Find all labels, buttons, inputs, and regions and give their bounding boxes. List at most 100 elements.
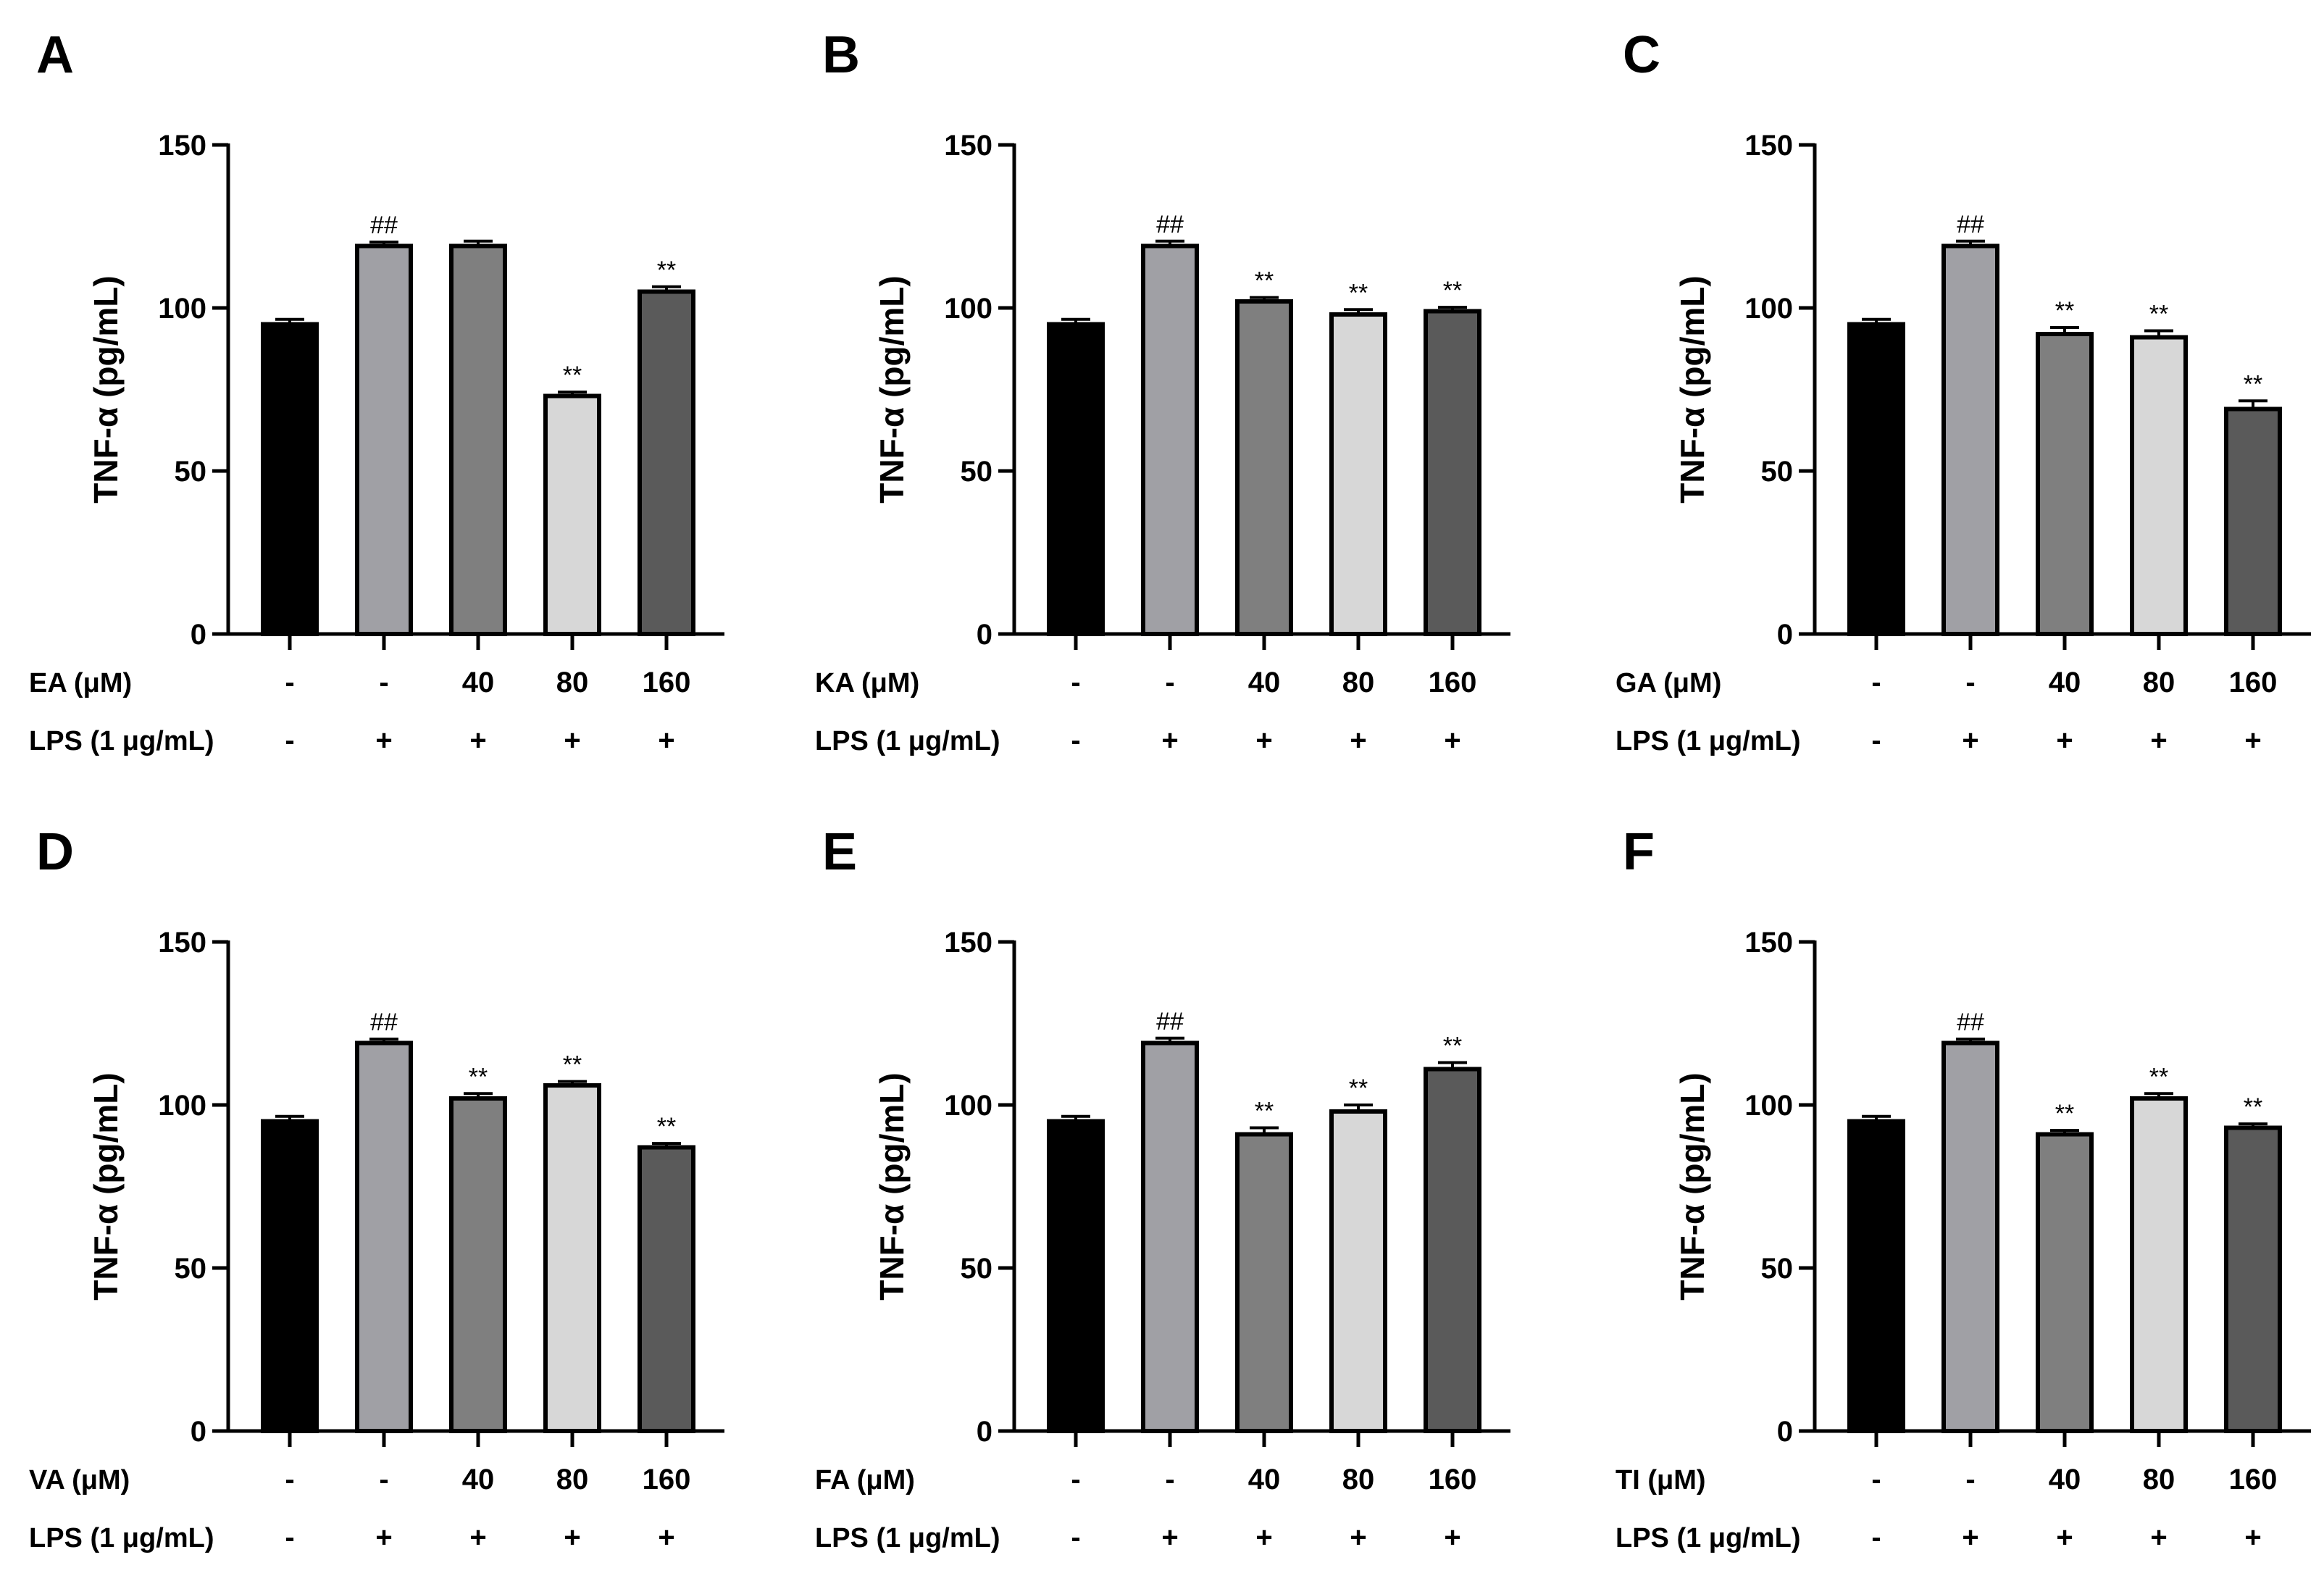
compound-dose-value: 80 <box>1342 1464 1375 1496</box>
significance-label: ** <box>1349 1075 1368 1102</box>
bar <box>1847 1119 1905 1433</box>
panel-letter: F <box>1623 823 1655 881</box>
lps-status-value: + <box>2150 1522 2167 1553</box>
compound-dose-value: 40 <box>1248 667 1281 698</box>
lps-status-value: + <box>1444 1522 1460 1553</box>
y-axis-label: TNF-α (pg/mL) <box>873 275 911 503</box>
y-tick-label: 150 <box>1744 927 1793 959</box>
bar <box>449 243 507 636</box>
significance-label: ** <box>1443 1033 1462 1060</box>
compound-dose-value: - <box>1165 667 1174 698</box>
bar <box>1941 243 1999 636</box>
significance-label: ** <box>563 362 582 389</box>
lps-status-value: + <box>2150 725 2167 756</box>
lps-status-value: + <box>564 725 580 756</box>
y-tick-label: 100 <box>944 293 992 325</box>
bar <box>1329 312 1387 636</box>
y-tick-label: 50 <box>961 1253 993 1285</box>
compound-dose-value: 160 <box>643 667 691 698</box>
lps-status-value: + <box>469 725 486 756</box>
bar <box>1424 1067 1481 1433</box>
lps-row-label: LPS (1 μg/mL) <box>1615 1523 1800 1553</box>
lps-status-value: - <box>1071 1522 1080 1553</box>
significance-label: ## <box>1156 1008 1184 1035</box>
significance-label: ## <box>370 1009 398 1036</box>
bar <box>543 1083 601 1433</box>
compound-dose-value: 80 <box>2143 1464 2175 1496</box>
bar <box>449 1096 507 1433</box>
lps-status-value: + <box>1962 1522 1978 1553</box>
lps-row-label: LPS (1 μg/mL) <box>815 726 1000 756</box>
significance-label: ** <box>1349 279 1368 306</box>
y-tick-label: 0 <box>977 1416 992 1448</box>
y-tick-label: 100 <box>158 293 206 325</box>
lps-status-value: + <box>1255 725 1272 756</box>
lps-status-value: + <box>1255 1522 1272 1553</box>
significance-label: ** <box>1443 277 1462 304</box>
compound-row-label: FA (μM) <box>815 1465 915 1496</box>
panel-letter: E <box>822 823 857 881</box>
compound-dose-value: - <box>1165 1464 1174 1496</box>
panel-c: C TNF-α (pg/mL) 0 50 100 150 ## ** ** ** GA (μM) - -… <box>1615 26 2311 756</box>
compound-dose-value: 80 <box>2143 667 2175 698</box>
bar <box>355 243 413 636</box>
panel-a: A TNF-α (pg/mL) 0 50 100 150 ## ** ** EA (μM) - - 40… <box>29 26 724 756</box>
significance-label: ** <box>2244 370 2262 398</box>
y-tick-label: 0 <box>1777 1416 1793 1448</box>
compound-dose-value: - <box>1071 667 1080 698</box>
lps-row-label: LPS (1 μg/mL) <box>815 1523 1000 1553</box>
lps-status-value: + <box>1962 725 1978 756</box>
significance-label: ** <box>657 256 676 284</box>
significance-label: ** <box>1255 1098 1274 1125</box>
significance-label: ** <box>2055 1100 2074 1127</box>
panel-letter: B <box>822 26 860 84</box>
compound-row-label: EA (μM) <box>29 668 132 698</box>
significance-label: ** <box>1255 267 1274 295</box>
y-tick-label: 50 <box>1761 456 1794 488</box>
bar <box>2224 1125 2282 1433</box>
bar <box>1141 243 1199 636</box>
lps-status-value: + <box>469 1522 486 1553</box>
lps-status-value: + <box>1350 1522 1366 1553</box>
significance-label: ** <box>657 1113 676 1140</box>
compound-dose-value: - <box>379 667 388 698</box>
y-tick-label: 50 <box>175 456 207 488</box>
bar <box>2036 1132 2094 1433</box>
lps-status-value: - <box>1871 1522 1881 1553</box>
panel-letter: D <box>36 823 74 881</box>
bar <box>543 393 601 636</box>
compound-dose-value: - <box>1871 667 1881 698</box>
lps-row-label: LPS (1 μg/mL) <box>29 726 214 756</box>
lps-status-value: + <box>658 725 674 756</box>
y-tick-label: 0 <box>977 619 992 651</box>
significance-label: ** <box>2149 301 2168 328</box>
compound-dose-value: 160 <box>2229 1464 2278 1496</box>
lps-row-label: LPS (1 μg/mL) <box>29 1523 214 1553</box>
lps-status-value: - <box>285 725 294 756</box>
compound-dose-value: 40 <box>1248 1464 1281 1496</box>
lps-status-value: + <box>1444 725 1460 756</box>
compound-dose-value: - <box>1071 1464 1080 1496</box>
significance-label: ## <box>370 212 398 239</box>
y-tick-label: 0 <box>191 1416 206 1448</box>
y-tick-label: 150 <box>944 130 992 162</box>
lps-status-value: + <box>2244 1522 2261 1553</box>
y-axis-label: TNF-α (pg/mL) <box>873 1072 911 1300</box>
y-tick-label: 100 <box>158 1090 206 1122</box>
significance-label: ## <box>1957 1009 1984 1036</box>
y-tick-label: 50 <box>175 1253 207 1285</box>
significance-label: ** <box>2149 1063 2168 1090</box>
lps-status-value: + <box>658 1522 674 1553</box>
significance-label: ** <box>563 1051 582 1079</box>
panel-e: E TNF-α (pg/mL) 0 50 100 150 ## ** ** ** FA (μM) - -… <box>815 823 1510 1553</box>
compound-dose-value: 80 <box>1342 667 1375 698</box>
compound-dose-value: 80 <box>556 1464 589 1496</box>
bar <box>2224 406 2282 636</box>
panel-d: D TNF-α (pg/mL) 0 50 100 150 ## ** ** ** VA (μM) - -… <box>29 823 724 1553</box>
significance-label: ## <box>1156 211 1184 238</box>
compound-dose-value: - <box>1965 1464 1975 1496</box>
lps-status-value: + <box>375 725 392 756</box>
compound-dose-value: - <box>1965 667 1975 698</box>
lps-status-value: + <box>1161 1522 1178 1553</box>
